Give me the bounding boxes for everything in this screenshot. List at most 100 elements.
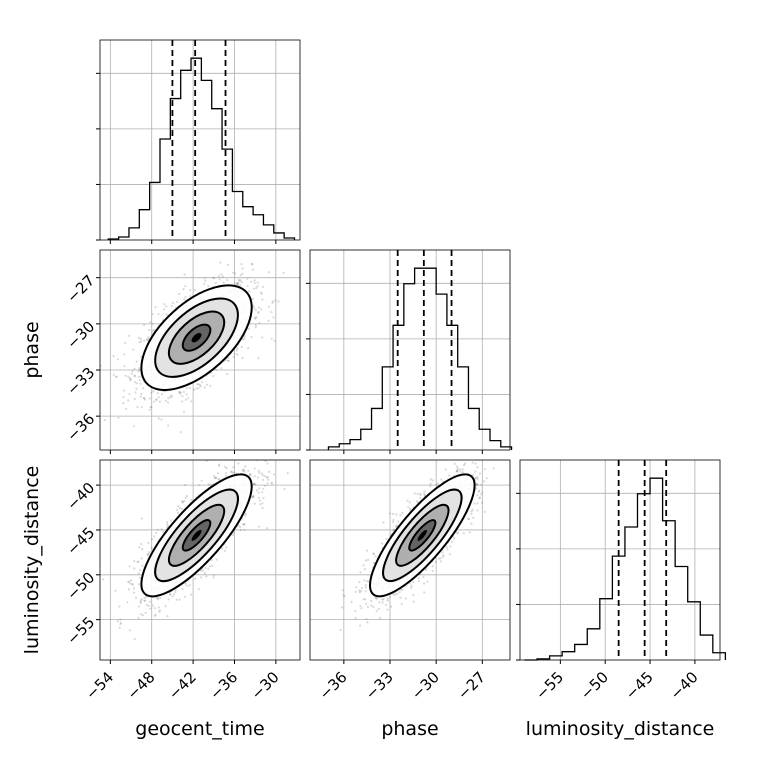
scatter-point	[184, 595, 187, 598]
scatter-point	[212, 576, 215, 579]
scatter-point	[203, 277, 206, 280]
scatter-point	[213, 475, 216, 478]
scatter-point	[178, 598, 181, 601]
scatter-point	[230, 470, 233, 473]
scatter-point	[137, 337, 141, 340]
scatter-point	[112, 355, 115, 358]
scatter-point	[247, 469, 250, 472]
scatter-point	[409, 582, 412, 585]
scatter-point	[183, 499, 186, 503]
scatter-point	[115, 375, 118, 378]
scatter-point	[343, 595, 346, 598]
scatter-point	[140, 355, 143, 358]
scatter-point	[258, 322, 261, 325]
scatter-point	[135, 360, 138, 363]
scatter-point	[243, 337, 246, 340]
scatter-point	[116, 358, 119, 361]
scatter-point	[400, 602, 403, 605]
scatter-point	[258, 471, 261, 474]
scatter-point	[246, 285, 249, 288]
panel-content	[100, 446, 316, 660]
scatter-point	[272, 300, 275, 303]
scatter-point	[186, 397, 190, 400]
scatter-point	[237, 524, 240, 528]
scatter-point	[267, 478, 270, 481]
scatter-point	[381, 542, 384, 545]
scatter-point	[372, 605, 375, 609]
scatter-point	[92, 390, 94, 392]
scatter-point	[257, 491, 260, 494]
scatter-point	[138, 583, 141, 586]
scatter-point	[476, 483, 479, 486]
scatter-point	[155, 398, 158, 401]
scatter-point	[181, 501, 184, 504]
histogram-panel-luminosity_distance	[516, 459, 727, 661]
scatter-point	[398, 591, 401, 594]
scatter-point	[221, 275, 224, 278]
scatter-point	[156, 597, 159, 600]
scatter-point	[200, 479, 203, 482]
scatter-point	[128, 565, 131, 568]
scatter-point	[234, 272, 237, 275]
scatter-point	[449, 545, 452, 548]
scatter-point	[481, 491, 484, 494]
scatter-point	[250, 263, 253, 266]
scatter-point	[457, 531, 460, 534]
scatter-point	[185, 393, 188, 396]
scatter-point	[197, 387, 200, 390]
scatter-point	[260, 452, 262, 454]
scatter-point	[151, 322, 154, 325]
scatter-point	[372, 553, 376, 556]
scatter-point	[358, 589, 361, 592]
scatter-point	[270, 310, 273, 314]
scatter-point	[217, 275, 220, 278]
scatter-point	[314, 446, 316, 448]
scatter-point	[395, 524, 398, 527]
scatter-point	[151, 313, 154, 316]
scatter-point	[277, 300, 280, 303]
scatter-point	[134, 391, 137, 394]
scatter-point	[406, 499, 409, 502]
scatter-point	[139, 569, 142, 572]
scatter-point	[179, 392, 182, 395]
scatter-point	[181, 587, 184, 590]
scatter-point	[143, 599, 146, 603]
scatter-point	[173, 593, 176, 596]
scatter-point	[150, 391, 153, 394]
scatter-point	[124, 374, 127, 377]
scatter-point	[475, 482, 478, 486]
scatter-point	[386, 597, 389, 600]
scatter-point	[128, 629, 132, 632]
scatter-panel-geocent_time-vs-luminosity_distance	[99, 446, 316, 661]
scatter-point	[209, 565, 212, 568]
scatter-point	[181, 395, 184, 398]
scatter-point	[423, 492, 426, 496]
scatter-point	[253, 287, 256, 290]
scatter-point	[395, 513, 398, 516]
scatter-point	[434, 560, 437, 564]
scatter-point	[140, 613, 143, 616]
scatter-point	[262, 487, 265, 490]
scatter-point	[236, 353, 239, 356]
scatter-point	[468, 458, 470, 460]
scatter-point	[102, 578, 105, 581]
scatter-point	[130, 372, 133, 375]
scatter-point	[118, 626, 121, 629]
scatter-point	[476, 476, 479, 479]
scatter-point	[463, 462, 466, 465]
scatter-point	[141, 564, 144, 567]
scatter-point	[119, 618, 122, 621]
scatter-point	[231, 534, 234, 537]
scatter-point	[247, 347, 250, 350]
scatter-point	[248, 290, 251, 293]
scatter-point	[153, 614, 156, 617]
scatter-point	[241, 469, 245, 472]
scatter-point	[237, 281, 240, 284]
histogram-step-geocent_time	[107, 57, 296, 240]
scatter-point	[231, 471, 234, 474]
scatter-point	[133, 567, 136, 570]
scatter-point	[152, 400, 156, 403]
scatter-point	[257, 306, 261, 309]
scatter-point	[236, 347, 239, 350]
